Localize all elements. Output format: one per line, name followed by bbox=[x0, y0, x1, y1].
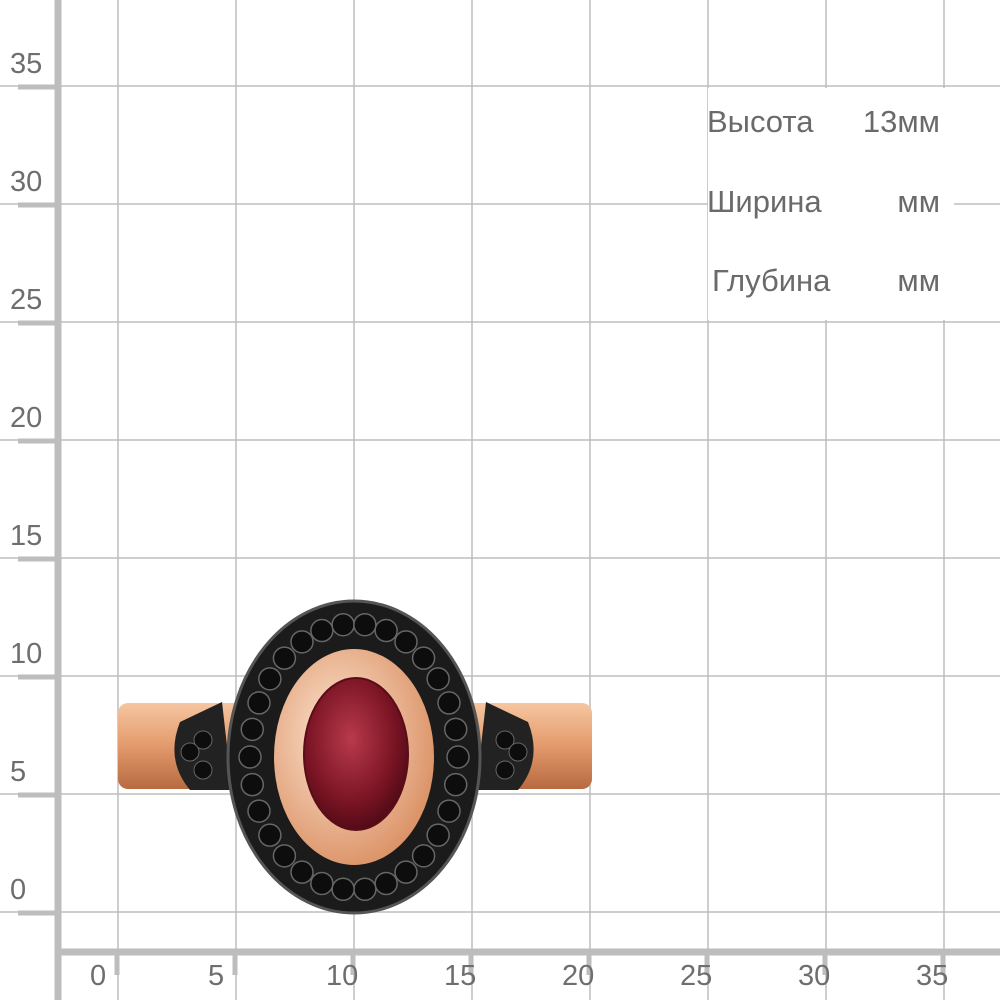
black-stone bbox=[437, 691, 461, 715]
x-tick-label: 0 bbox=[90, 960, 107, 992]
black-stone bbox=[331, 877, 355, 902]
black-stone bbox=[394, 630, 418, 654]
black-stone bbox=[272, 844, 297, 868]
x-tick-label: 25 bbox=[680, 960, 713, 992]
black-stone bbox=[374, 618, 398, 643]
y-tick-label: 10 bbox=[10, 638, 43, 670]
y-tick-label: 0 bbox=[10, 874, 27, 906]
black-stone bbox=[310, 618, 334, 643]
black-stone bbox=[272, 646, 297, 670]
x-tick-label: 10 bbox=[326, 960, 359, 992]
spec-depth-value: мм bbox=[897, 263, 940, 298]
spec-width-label: Ширина bbox=[707, 184, 822, 219]
x-tick-label: 15 bbox=[444, 960, 477, 992]
black-stone bbox=[443, 717, 468, 742]
black-stone bbox=[240, 717, 265, 742]
shoulder-stone bbox=[193, 760, 213, 780]
black-stone bbox=[331, 612, 355, 637]
black-stone bbox=[258, 667, 282, 691]
black-stone bbox=[240, 772, 265, 797]
black-stone bbox=[247, 691, 271, 715]
y-tick-label: 25 bbox=[10, 284, 43, 316]
spec-width-value: мм bbox=[897, 184, 940, 219]
x-tick-label: 30 bbox=[798, 960, 831, 992]
black-stone bbox=[437, 799, 461, 823]
black-stone bbox=[258, 823, 282, 847]
y-tick-label: 35 bbox=[10, 48, 43, 80]
shoulder-stone bbox=[180, 742, 200, 762]
spec-depth-label: Глубина bbox=[712, 263, 831, 298]
black-stone bbox=[394, 860, 418, 884]
black-stone bbox=[411, 646, 436, 670]
shoulder-stone bbox=[508, 742, 528, 762]
black-stone bbox=[290, 860, 314, 884]
y-tick-label: 20 bbox=[10, 402, 43, 434]
black-stone bbox=[443, 772, 468, 797]
black-stone bbox=[411, 844, 436, 868]
black-stone bbox=[247, 799, 271, 823]
black-stone bbox=[353, 877, 377, 902]
black-stone bbox=[290, 630, 314, 654]
black-stone bbox=[238, 745, 262, 769]
black-stone bbox=[374, 871, 398, 896]
spec-height-value: 13мм bbox=[862, 104, 940, 139]
x-tick-label: 5 bbox=[208, 960, 225, 992]
y-tick-label: 30 bbox=[10, 166, 43, 198]
shoulder-stone bbox=[495, 730, 515, 750]
black-stone bbox=[353, 612, 377, 637]
shoulder-stone bbox=[193, 730, 213, 750]
black-stone bbox=[426, 823, 450, 847]
y-tick-label: 15 bbox=[10, 520, 43, 552]
shoulder-stone bbox=[495, 760, 515, 780]
black-stone bbox=[310, 871, 334, 896]
spec-height-label: Высота bbox=[707, 104, 814, 139]
garnet-stone bbox=[303, 677, 409, 831]
black-stone bbox=[426, 667, 450, 691]
y-tick-label: 5 bbox=[10, 756, 27, 788]
spec-box bbox=[708, 88, 954, 320]
x-tick-label: 35 bbox=[916, 960, 949, 992]
x-tick-label: 20 bbox=[562, 960, 595, 992]
black-stone bbox=[446, 745, 470, 769]
